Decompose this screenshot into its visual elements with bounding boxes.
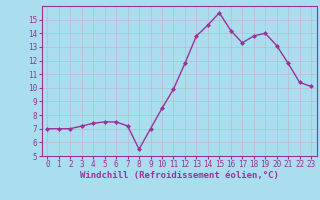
X-axis label: Windchill (Refroidissement éolien,°C): Windchill (Refroidissement éolien,°C)	[80, 171, 279, 180]
